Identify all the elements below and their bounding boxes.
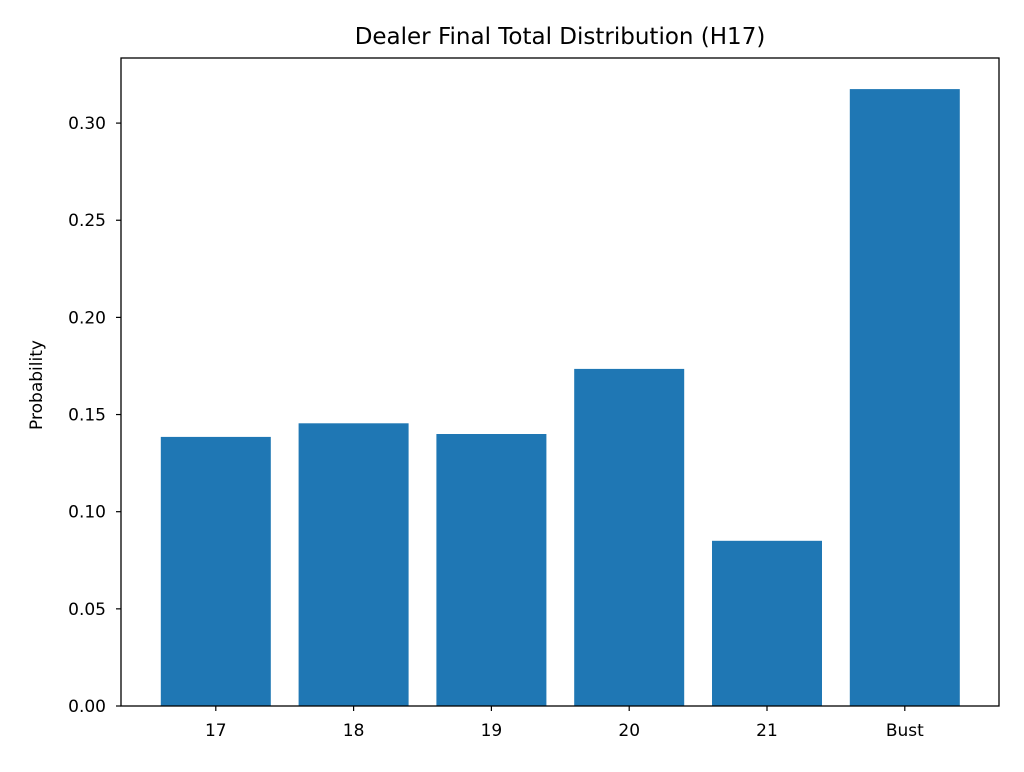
x-tick-label: Bust	[886, 721, 924, 741]
y-tick-label: 0.00	[68, 697, 106, 717]
y-tick-label: 0.15	[68, 406, 106, 426]
plot-area-frame	[120, 57, 1000, 707]
bar-20	[574, 368, 685, 706]
x-axis-ticks: 17 18 19 20 21 Bust	[205, 706, 924, 741]
bar-bust	[849, 89, 960, 707]
chart-title: Dealer Final Total Distribution (H17)	[355, 24, 766, 50]
x-tick-label: 18	[343, 721, 365, 741]
x-tick-label: 20	[618, 721, 640, 741]
bar-18	[298, 423, 409, 706]
bar-19	[436, 434, 547, 706]
x-tick-label: 17	[205, 721, 227, 741]
y-tick-label: 0.10	[68, 503, 106, 523]
y-tick-label: 0.05	[68, 600, 106, 620]
y-tick-label: 0.30	[68, 114, 106, 134]
y-axis-ticks: 0.00 0.05 0.10 0.15 0.20 0.25 0.30	[68, 114, 121, 717]
y-axis-label: Probability	[27, 340, 47, 430]
bars-layer	[160, 89, 960, 707]
x-tick-label: 19	[481, 721, 503, 741]
y-tick-label: 0.25	[68, 211, 106, 231]
bar-17	[160, 436, 271, 706]
y-tick-label: 0.20	[68, 308, 106, 328]
x-tick-label: 21	[756, 721, 778, 741]
bar-21	[712, 540, 822, 706]
